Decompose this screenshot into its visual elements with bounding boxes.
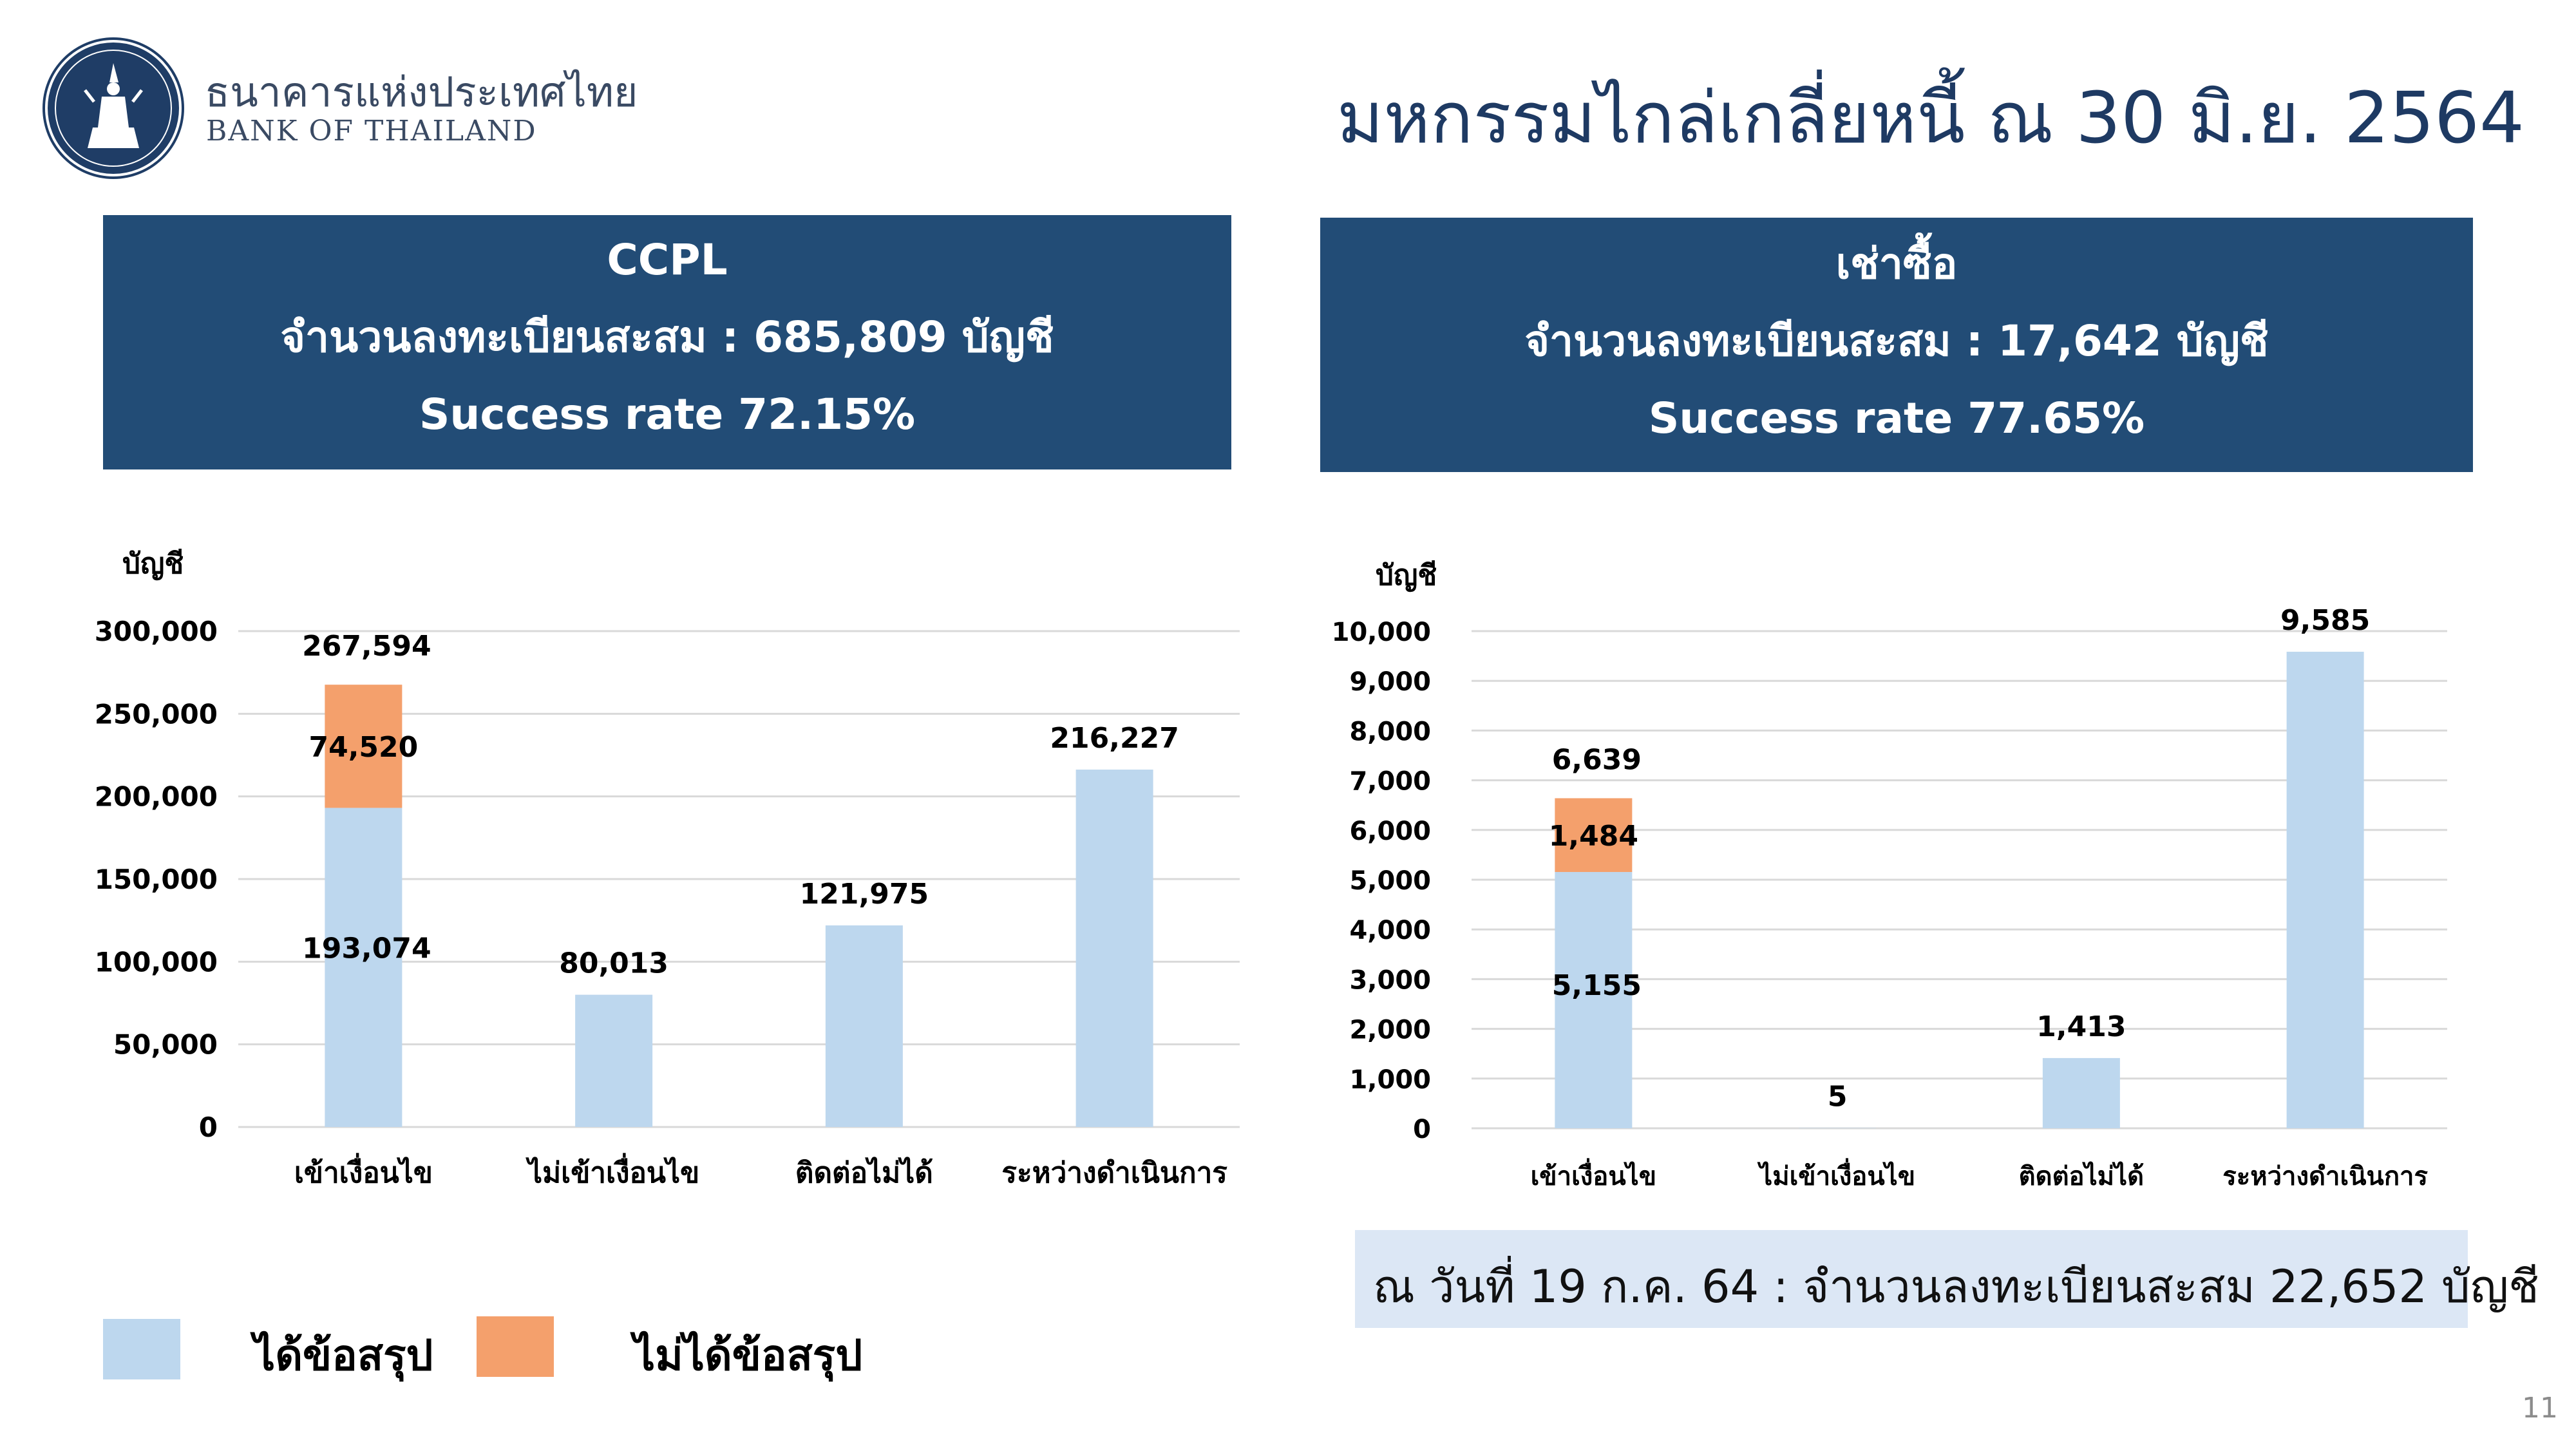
y-tick-label: 9,000 [1349, 667, 1431, 697]
bar-resolved [2286, 652, 2364, 1128]
data-label-resolved: 5 [1828, 1081, 1848, 1113]
hire-purchase-registered-total: จำนวนลงทะเบียนสะสม : 17,642 บัญชี [1524, 316, 2269, 366]
bar-resolved [1555, 872, 1633, 1128]
y-tick-label: 7,000 [1349, 767, 1431, 797]
bar-resolved [575, 994, 653, 1127]
data-label-resolved: 80,013 [559, 947, 668, 980]
bar-resolved [825, 925, 903, 1127]
data-label-unresolved: 1,484 [1549, 820, 1638, 853]
y-tick-label: 1,000 [1349, 1065, 1431, 1095]
data-label-resolved: 216,227 [1050, 722, 1179, 755]
x-category-label: ระหว่างดำเนินการ [1001, 1157, 1227, 1189]
x-category-label: ไม่เข้าเงื่อนไข [1757, 1158, 1915, 1191]
ccpl-header-panel: CCPL จำนวนลงทะเบียนสะสม : 685,809 บัญชี … [103, 215, 1231, 469]
data-label-resolved: 5,155 [1552, 969, 1642, 1002]
y-tick-label: 5,000 [1349, 866, 1431, 896]
x-category-label: ติดต่อไม่ได้ [2019, 1161, 2145, 1191]
registration-note-box: ณ วันที่ 19 ก.ค. 64 : จำนวนลงทะเบียนสะสม… [1355, 1230, 2539, 1328]
y-tick-label: 4,000 [1349, 916, 1431, 945]
bar-resolved [1075, 770, 1153, 1127]
y-tick-label: 300,000 [95, 616, 218, 647]
data-label-resolved: 1,413 [2036, 1010, 2126, 1043]
legend-swatch-unresolved [477, 1316, 554, 1377]
y-tick-label: 2,000 [1349, 1016, 1431, 1045]
registration-note-text: ณ วันที่ 19 ก.ค. 64 : จำนวนลงทะเบียนสะสม… [1373, 1260, 2539, 1313]
data-label-unresolved: 74,520 [308, 731, 418, 764]
hire-purchase-title: เช่าซื้อ [1835, 239, 1958, 289]
data-label-resolved: 9,585 [2280, 604, 2370, 637]
bar-resolved [2042, 1057, 2120, 1128]
data-label-resolved: 193,074 [302, 932, 431, 965]
y-tick-label: 0 [1413, 1115, 1431, 1144]
x-category-label: ระหว่างดำเนินการ [2222, 1162, 2428, 1191]
data-label-total: 267,594 [302, 630, 431, 663]
y-axis-label: บัญชี [1376, 559, 1437, 592]
y-tick-label: 0 [199, 1112, 218, 1143]
y-tick-label: 3,000 [1349, 965, 1431, 995]
x-category-label: เข้าเงื่อนไข [294, 1153, 433, 1189]
y-tick-label: 150,000 [95, 864, 218, 895]
hire-purchase-success-rate: Success rate 77.65% [1648, 393, 2145, 443]
data-label-resolved: 121,975 [800, 878, 929, 911]
y-tick-label: 10,000 [1332, 618, 1431, 647]
bar-unresolved [325, 685, 402, 808]
ccpl-registered-total: จำนวนลงทะเบียนสะสม : 685,809 บัญชี [280, 312, 1054, 362]
x-category-label: ติดต่อไม่ได้ [795, 1156, 933, 1189]
y-tick-label: 250,000 [95, 698, 218, 730]
y-tick-label: 50,000 [113, 1029, 218, 1061]
y-tick-label: 6,000 [1349, 817, 1431, 846]
page-title: มหกรรมไกล่เกลี่ยหนี้ ณ 30 มิ.ย. 2564 [1336, 77, 2524, 159]
legend-label-unresolved: ไม่ได้ข้อสรุป [634, 1331, 863, 1380]
x-category-label: ไม่เข้าเงื่อนไข [526, 1153, 699, 1189]
hire-purchase-header-panel: เช่าซื้อ จำนวนลงทะเบียนสะสม : 17,642 บัญ… [1320, 218, 2473, 472]
y-axis-label: บัญชี [122, 547, 184, 580]
bank-seal-logo [43, 37, 184, 179]
ccpl-success-rate: Success rate 72.15% [419, 390, 916, 439]
x-category-label: เข้าเงื่อนไข [1531, 1158, 1657, 1191]
legend-label-resolved: ได้ข้อสรุป [254, 1331, 433, 1380]
brand-name-english: BANK OF THAILAND [206, 115, 537, 147]
y-tick-label: 100,000 [95, 946, 218, 978]
legend-swatch-resolved [103, 1319, 180, 1379]
bar-unresolved [1555, 798, 1633, 873]
brand-name-thai: ธนาคารแห่งประเทศไทย [205, 69, 638, 117]
page-number: 11 [2522, 1392, 2558, 1425]
bar-resolved [325, 808, 402, 1127]
ccpl-title: CCPL [607, 235, 728, 285]
data-label-total: 6,639 [1552, 743, 1642, 776]
y-tick-label: 200,000 [95, 781, 218, 813]
y-tick-label: 8,000 [1349, 717, 1431, 746]
